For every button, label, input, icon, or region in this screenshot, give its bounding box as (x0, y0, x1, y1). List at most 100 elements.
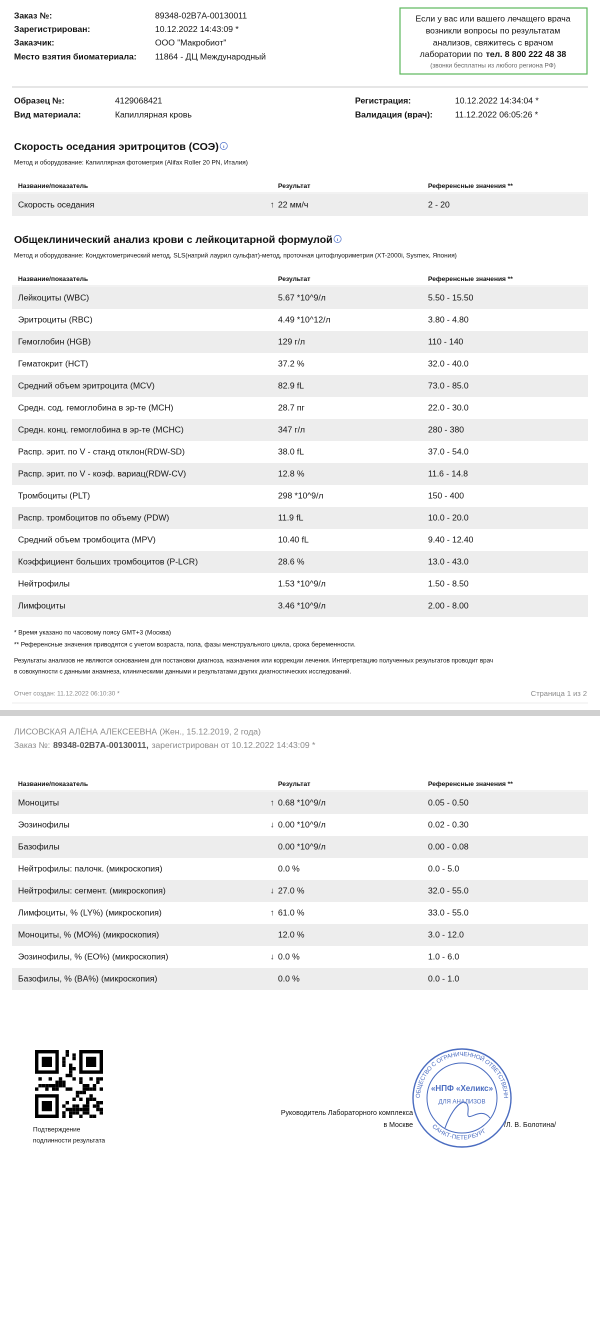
row-name: Нейтрофилы (18, 578, 70, 588)
row-ref: 2 - 20 (428, 199, 450, 209)
row-band (12, 595, 588, 617)
row-result: 11.9 fL (278, 512, 304, 522)
sample-label: Валидация (врач): (355, 109, 433, 119)
sample-value: 10.12.2022 14:34:04 * (455, 95, 539, 105)
qr-cell (65, 1101, 69, 1105)
qr-cell (72, 1053, 76, 1057)
row-band (12, 836, 588, 858)
qr-cell (65, 1107, 69, 1112)
qr-cell (82, 1111, 86, 1115)
field-label: Место взятия биоматериала: (14, 51, 137, 61)
notice-line: анализов, свяжитесь с врачом (433, 37, 553, 47)
qr-cell (86, 1084, 90, 1088)
row-band (12, 551, 588, 573)
qr-cell (35, 1087, 39, 1091)
row-ref: 37.0 - 54.0 (428, 446, 469, 456)
stamp-inner-ring (426, 1062, 498, 1134)
page-break (0, 710, 600, 716)
order-rest: зарегистрирован от 10.12.2022 14:43:09 * (152, 740, 316, 750)
qr-cell (62, 1056, 66, 1061)
qr-cell (69, 1087, 73, 1091)
qr-cell (89, 1097, 93, 1101)
disclaimer: Результаты анализов не являются основани… (14, 658, 493, 665)
row-result: 12.0 % (278, 929, 305, 939)
qr-cell (89, 1087, 93, 1091)
qr-cell (69, 1070, 73, 1074)
qr-cell (92, 1084, 97, 1088)
qr-cell (86, 1087, 90, 1091)
row-name: Нейтрофилы: сегмент. (микроскопия) (18, 885, 166, 895)
row-ref: 2.00 - 8.00 (428, 600, 469, 610)
row-band (12, 507, 588, 529)
qr-cell (89, 1077, 93, 1081)
row-ref: 13.0 - 43.0 (428, 556, 469, 566)
qr-cell (79, 1107, 83, 1112)
qr-caption: подлинности результата (33, 1138, 106, 1145)
row-ref: 150 - 400 (428, 490, 464, 500)
qr-cell (48, 1077, 52, 1081)
row-name: Средний объем эритроцита (MCV) (18, 380, 155, 390)
row-name: Нейтрофилы: палочк. (микроскопия) (18, 863, 163, 873)
page-number: Страница 1 из 2 (531, 689, 587, 698)
sample-label: Образец №: (14, 95, 65, 105)
sample-value: 4129068421 (115, 95, 163, 105)
row-ref: 280 - 380 (428, 424, 464, 434)
qr-cell (65, 1053, 69, 1057)
row-result: 0.00 *10^9/л (278, 841, 326, 851)
row-band (12, 880, 588, 902)
qr-cell (75, 1094, 80, 1098)
row-ref: 0.0 - 1.0 (428, 973, 459, 983)
notice-line: возникли вопросы по результатам (426, 25, 561, 35)
row-name: Моноциты, % (MO%) (микроскопия) (18, 929, 159, 939)
row-name: Эозинофилы (18, 819, 70, 829)
qr-cell (58, 1077, 63, 1081)
row-name: Моноциты (18, 797, 59, 807)
qr-cell (99, 1087, 103, 1091)
qr-cell (62, 1084, 66, 1088)
row-result: 12.8 % (278, 468, 305, 478)
qr-cell (99, 1077, 103, 1081)
row-result: 82.9 fL (278, 380, 304, 390)
qr-cell (62, 1114, 66, 1118)
row-result: 4.49 *10^12/л (278, 314, 330, 324)
column-name: Название/показатель (18, 183, 88, 190)
row-flag: ↓ (270, 885, 274, 895)
qr-cell (96, 1104, 100, 1108)
row-name: Лимфоциты (18, 600, 66, 610)
row-ref: 11.6 - 14.8 (428, 468, 468, 478)
row-ref: 3.80 - 4.80 (428, 314, 469, 324)
field-value: 89348-02B7A-00130011 (155, 10, 247, 20)
qr-cell (79, 1090, 83, 1095)
qr-caption: Подтверждение (33, 1127, 81, 1134)
row-name: Тромбоциты (PLT) (18, 490, 90, 500)
qr-cell (79, 1077, 83, 1081)
row-ref: 0.00 - 0.08 (428, 841, 469, 851)
row-ref: 32.0 - 55.0 (428, 885, 469, 895)
qr-cell (92, 1114, 97, 1118)
row-result: 0.0 % (278, 973, 300, 983)
row-result: 28.6 % (278, 556, 305, 566)
row-name: Коэффициент больших тромбоцитов (P-LCR) (18, 556, 198, 566)
row-result: 1.53 *10^9/л (278, 578, 326, 588)
qr-code (35, 1050, 103, 1118)
qr-cell (82, 1084, 86, 1088)
sample-value: Капиллярная кровь (115, 109, 192, 119)
column-name: Название/показатель (18, 781, 88, 788)
qr-cell (75, 1107, 80, 1112)
notice-phone-prefix: лаборатории по (420, 49, 483, 59)
notice-line: Если у вас или вашего лечащего врача (416, 13, 571, 23)
row-ref: 3.0 - 12.0 (428, 929, 464, 939)
qr-cell (55, 1080, 59, 1084)
row-band (12, 419, 588, 441)
row-result: 0.0 % (278, 951, 300, 961)
footnote: ** Референсные значения приводятся с уче… (14, 641, 356, 649)
column-result: Результат (278, 183, 311, 190)
row-band (12, 463, 588, 485)
row-result: 27.0 % (278, 885, 305, 895)
qr-cell (38, 1077, 42, 1081)
row-band (12, 924, 588, 946)
qr-cell (38, 1084, 42, 1088)
qr-cell (79, 1080, 83, 1084)
qr-cell (62, 1063, 66, 1067)
row-name: Средн. конц. гемоглобина в эр-те (MCHC) (18, 424, 184, 434)
